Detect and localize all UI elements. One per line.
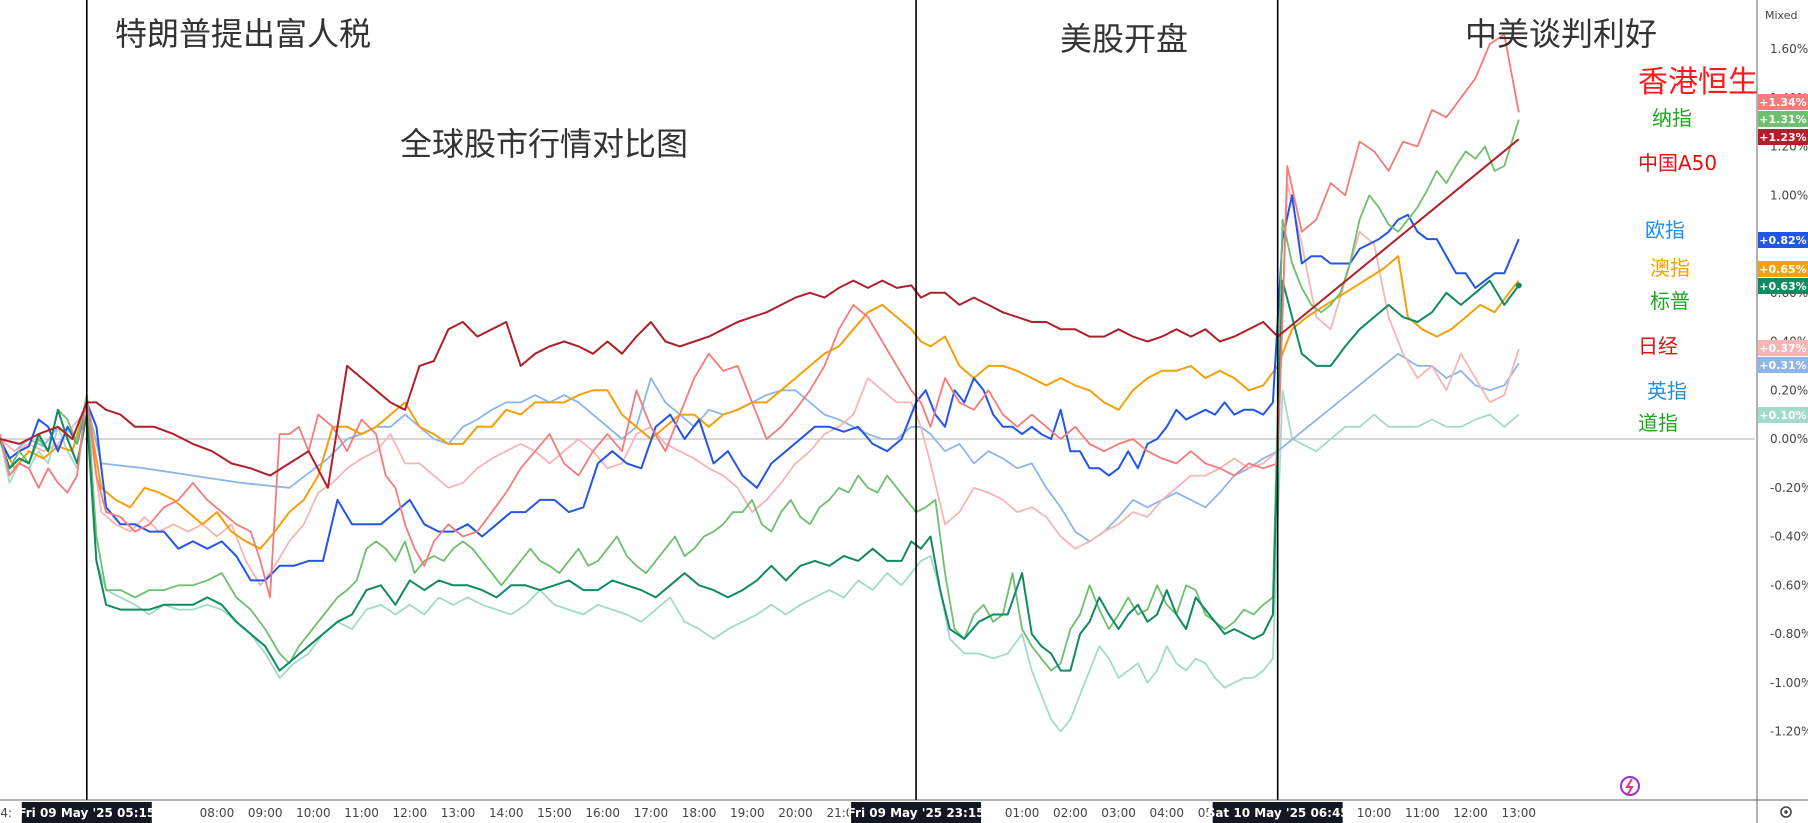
- x-tick-label: 02:00: [1053, 806, 1088, 820]
- chart-separators: [85, 0, 1279, 800]
- value-badge-纳指: [1758, 111, 1808, 127]
- value-badge-中国A50: [1758, 129, 1808, 145]
- y-tick-label: -1.20%: [1770, 725, 1808, 739]
- annotation-2: 美股开盘: [1060, 20, 1188, 58]
- x-tick-label: 20:00: [778, 806, 813, 820]
- series-line-香港恒生: [0, 33, 1520, 599]
- value-badge-text: +1.34%: [1759, 96, 1806, 109]
- value-badge-text: +0.82%: [1759, 234, 1806, 247]
- x-tick-label: 11:00: [344, 806, 379, 820]
- x-tick-label: 14:00: [489, 806, 524, 820]
- x-marker-badge-2: [851, 802, 982, 823]
- scale-mode-text[interactable]: Mixed: [1765, 9, 1797, 22]
- series-label-日经: 日经: [1638, 334, 1678, 358]
- value-badge-text: +0.37%: [1759, 342, 1806, 355]
- value-badge-欧指: [1758, 232, 1808, 248]
- y-tick-label: -0.40%: [1770, 530, 1808, 544]
- x-tick-label: 09:00: [248, 806, 283, 820]
- series-label-香港恒生: 香港恒生: [1638, 65, 1758, 100]
- x-tick-label: 13:00: [441, 806, 476, 820]
- x-tick-label: 12:00: [393, 806, 428, 820]
- series-label-中国A50: 中国A50: [1638, 151, 1717, 175]
- chart-annotations: 特朗普提出富人税 美股开盘 中美谈判利好 全球股市行情对比图: [115, 15, 1657, 163]
- x-tick-label: 16:00: [585, 806, 620, 820]
- value-badge-道指: [1758, 407, 1808, 423]
- y-tick-label: 0.00%: [1770, 432, 1808, 446]
- series-line-英指: [0, 352, 1520, 543]
- series-label-纳指: 纳指: [1652, 106, 1692, 130]
- series-label-标普: 标普: [1650, 289, 1690, 313]
- x-tick-label: 08:00: [200, 806, 235, 820]
- series-label-欧指: 欧指: [1645, 218, 1685, 242]
- x-tick-label: 12:00: [1453, 806, 1488, 820]
- scale-mode-label: Mixed: [1765, 9, 1797, 22]
- x-tick-label: 17:00: [634, 806, 669, 820]
- y-tick-label: 1.00%: [1770, 188, 1808, 202]
- x-marker-label-3: Sat 10 May '25 06:45: [1207, 806, 1349, 820]
- y-axis: 1.60%1.40%1.20%1.00%0.80%0.60%0.40%0.20%…: [1770, 42, 1808, 739]
- x-tick-label: 01:00: [1005, 806, 1040, 820]
- value-badge-英指: [1758, 357, 1808, 373]
- x-tick-label: 04:: [0, 806, 12, 820]
- value-badge-香港恒生: [1758, 94, 1808, 110]
- x-marker-label-1: Fri 09 May '25 05:15: [18, 806, 155, 820]
- chart-lines: [0, 33, 1522, 733]
- x-tick-label: 13:00: [1501, 806, 1536, 820]
- value-badge-text: +1.23%: [1759, 131, 1806, 144]
- series-line-标普: [0, 279, 1520, 672]
- y-tick-label: -1.00%: [1770, 676, 1808, 690]
- x-tick-label: 10:00: [296, 806, 331, 820]
- x-axis: 04: 08:00 09:00 10:00 11:00 12:00 13:00 14:00 15…: [0, 802, 1536, 823]
- y-tick-label: -0.80%: [1770, 627, 1808, 641]
- series-line-纳指: [0, 119, 1520, 672]
- value-badge-日经: [1758, 340, 1808, 356]
- x-tick-label: 15:00: [537, 806, 572, 820]
- y-tick-label: -0.20%: [1770, 481, 1808, 495]
- value-badge-text: +1.31%: [1759, 113, 1806, 126]
- chart-title: 全球股市行情对比图: [400, 125, 688, 163]
- series-line-中国A50: [0, 138, 1520, 489]
- value-badge-澳指: [1758, 261, 1808, 277]
- y-tick-label: -0.60%: [1770, 578, 1808, 592]
- annotation-3: 中美谈判利好: [1465, 15, 1657, 53]
- series-line-欧指: [0, 194, 1520, 582]
- x-tick-label: 10:00: [1357, 806, 1392, 820]
- value-badge-标普: [1758, 278, 1808, 294]
- x-tick-label: 04:00: [1149, 806, 1184, 820]
- value-badge-text: +0.63%: [1759, 280, 1806, 293]
- logo-icon: [1620, 776, 1640, 796]
- annotation-1: 特朗普提出富人税: [115, 15, 371, 53]
- series-line-澳指: [0, 255, 1520, 550]
- x-tick-label: 19:00: [730, 806, 765, 820]
- settings-gear-icon[interactable]: [1780, 806, 1792, 818]
- value-badge-text: +0.10%: [1759, 409, 1806, 422]
- y-tick-label: 0.20%: [1770, 383, 1808, 397]
- y-tick-label: 1.60%: [1770, 42, 1808, 56]
- x-marker-label-2: Fri 09 May '25 23:15: [848, 806, 985, 820]
- x-marker-badge-3: [1212, 802, 1343, 823]
- series-label-英指: 英指: [1647, 379, 1687, 403]
- x-marker-badge-1: [21, 802, 152, 823]
- value-badges: +1.34% +1.31% +1.23% +0.82% +0.65% +0.63% +0.3…: [1758, 94, 1808, 423]
- series-label-道指: 道指: [1638, 411, 1678, 435]
- x-tick-label: 11:00: [1405, 806, 1440, 820]
- series-label-澳指: 澳指: [1650, 256, 1690, 280]
- value-badge-text: +0.65%: [1759, 263, 1806, 276]
- series-end-dot: [1515, 282, 1522, 289]
- x-tick-label: 03:00: [1101, 806, 1136, 820]
- value-badge-text: +0.31%: [1759, 359, 1806, 372]
- x-tick-label: 18:00: [682, 806, 717, 820]
- series-line-日经: [0, 182, 1520, 587]
